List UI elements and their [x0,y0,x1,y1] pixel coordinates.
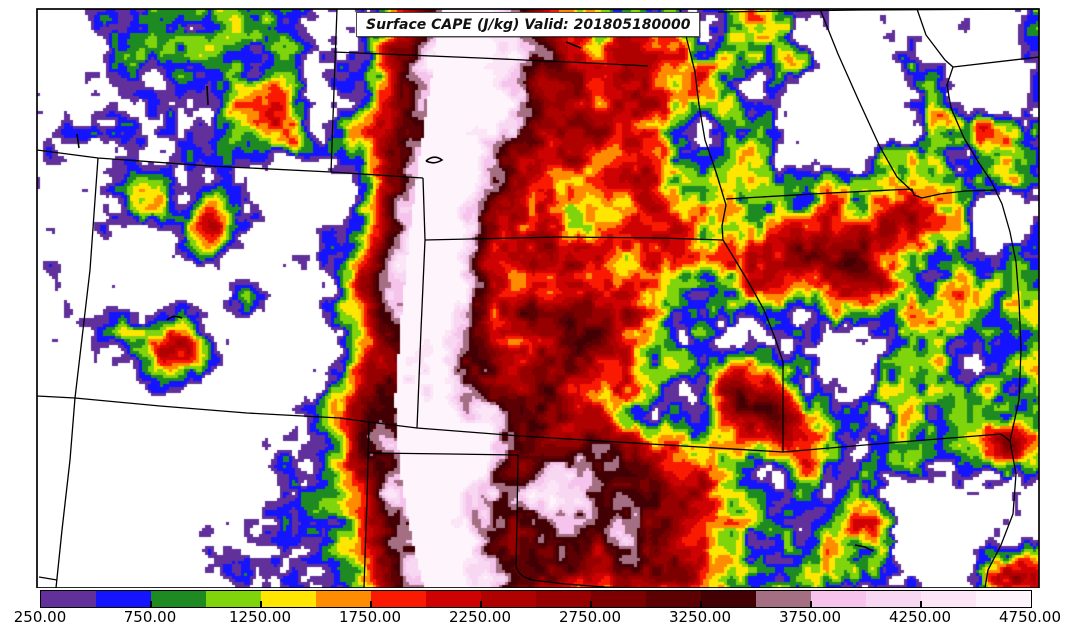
colorbar-tick-label: 750.00 [123,608,177,626]
colorbar-segment [371,591,426,607]
border-line [782,433,1011,453]
colorbar-segment [481,591,536,607]
map-title-box: Surface CAPE (J/kg) Valid: 201805180000 [356,12,701,37]
colorbar-segment [756,591,811,607]
colorbar-segment [591,591,646,607]
colorbar-tick-label: 3250.00 [668,608,732,626]
colorbar-segment [866,591,921,607]
border-line [76,133,80,149]
colorbar-tick [260,601,262,607]
border-line [952,56,1040,68]
colorbar-segment [426,591,481,607]
border-line [422,177,426,241]
colorbar-tick [700,601,702,607]
border-line [854,544,874,552]
colorbar-tick-label: 4750.00 [998,608,1062,626]
colorbar-tick-label: 3750.00 [778,608,842,626]
colorbar-tick [590,601,592,607]
colorbar-segment [811,591,866,607]
map-title-text: Surface CAPE (J/kg) Valid: 201805180000 [366,17,691,33]
colorbar-segment [646,591,701,607]
border-line [368,452,519,456]
border-line [36,395,784,453]
border-line [819,8,914,193]
colorbar-segment [316,591,371,607]
border-line [916,8,1022,588]
colorbar-segment [41,591,96,607]
colorbar-tick-label: 2250.00 [448,608,512,626]
colorbar-tick-label: 1750.00 [338,608,402,626]
colorbar-tick [150,601,152,607]
colorbar-tick [480,601,482,607]
colorbar-segment [96,591,151,607]
colorbar-labels: 250.00 750.00 1250.00 1750.00 2250.00 2750.00… [0,608,1081,630]
border-line [424,236,724,241]
colorbar-segment [921,591,976,607]
border-line [36,149,424,179]
border-line [166,315,183,321]
colorbar-tick-label: 2750.00 [558,608,622,626]
border-line [206,85,209,106]
cape-field-canvas [37,9,1039,588]
state-borders-overlay [36,8,1040,588]
border-line [725,188,998,200]
border-line [565,41,582,49]
border-line [333,51,649,67]
border-line [38,576,58,581]
colorbar-segment [206,591,261,607]
colorbar-segment [151,591,206,607]
border-line [416,239,426,429]
colorbar-tick-label: 1250.00 [228,608,292,626]
colorbar-tick-label: 4250.00 [888,608,952,626]
border-line [515,454,629,588]
border-line [679,8,784,452]
border-line [330,8,338,173]
colorbar-segment [261,591,316,607]
border-line [55,157,99,588]
colorbar-tick-label: 250.00 [13,608,67,626]
colorbar-segment [976,591,1031,607]
colorbar-tick [920,601,922,607]
colorbar-segment [536,591,591,607]
border-line [425,156,444,164]
plot-frame [36,8,1040,588]
colorbar-tick [810,601,812,607]
colorbar-tick [370,601,372,607]
colorbar [40,590,1032,608]
colorbar-segment [701,591,756,607]
border-line [363,421,370,588]
